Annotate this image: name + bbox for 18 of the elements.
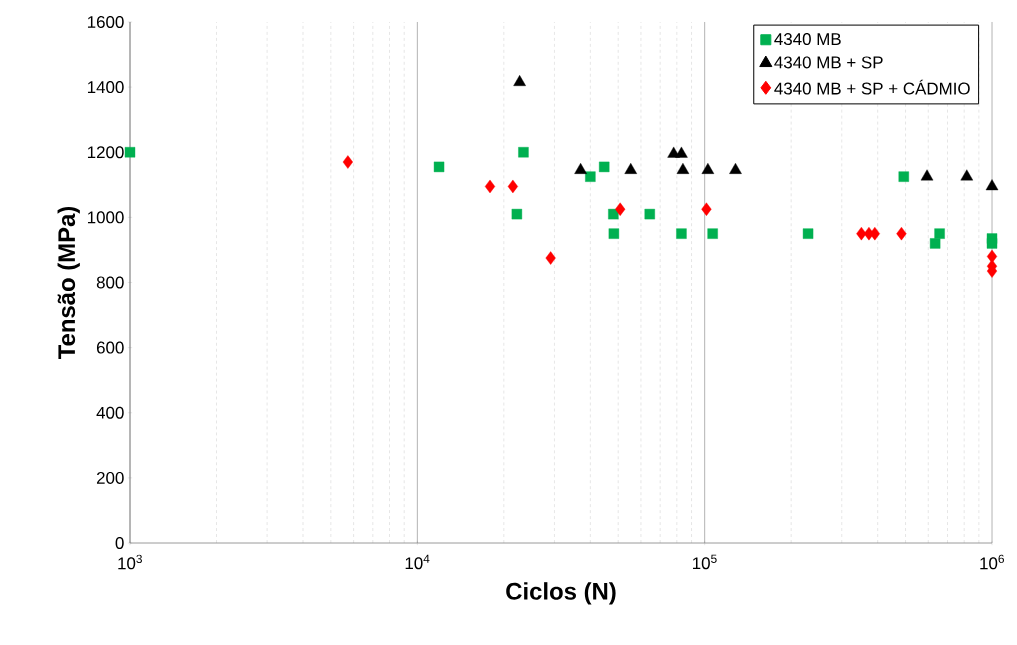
x-tick-label: 10$^{5}$ <box>693 554 717 570</box>
x-tick-label: 10$^{3}$ <box>118 554 142 570</box>
x-tick-label: 10$^{4}$ <box>405 554 430 570</box>
legend-label: 4340 MB + SP <box>774 56 883 69</box>
y-tick-label: 800 <box>96 276 124 289</box>
y-tick-label: 1400 <box>87 81 124 94</box>
legend-label: 4340 MB <box>774 33 841 46</box>
legend-label: 4340 MB + SP + CÁDMIO <box>774 79 970 95</box>
y-tick-label: 1600 <box>87 16 124 28</box>
x-tick-label: 10$^{6}$ <box>980 554 1004 570</box>
y-tick-label: 1000 <box>87 211 124 224</box>
y-tick-label: 200 <box>96 471 124 484</box>
y-tick-label: 0 <box>115 537 124 549</box>
y-tick-label: 400 <box>96 406 124 419</box>
x-axis-title: Ciclos (N) <box>506 582 616 605</box>
y-axis-title: Tensão (MPa) <box>57 206 80 360</box>
y-tick-label: 600 <box>96 341 124 354</box>
y-tick-label: 1200 <box>87 146 124 159</box>
